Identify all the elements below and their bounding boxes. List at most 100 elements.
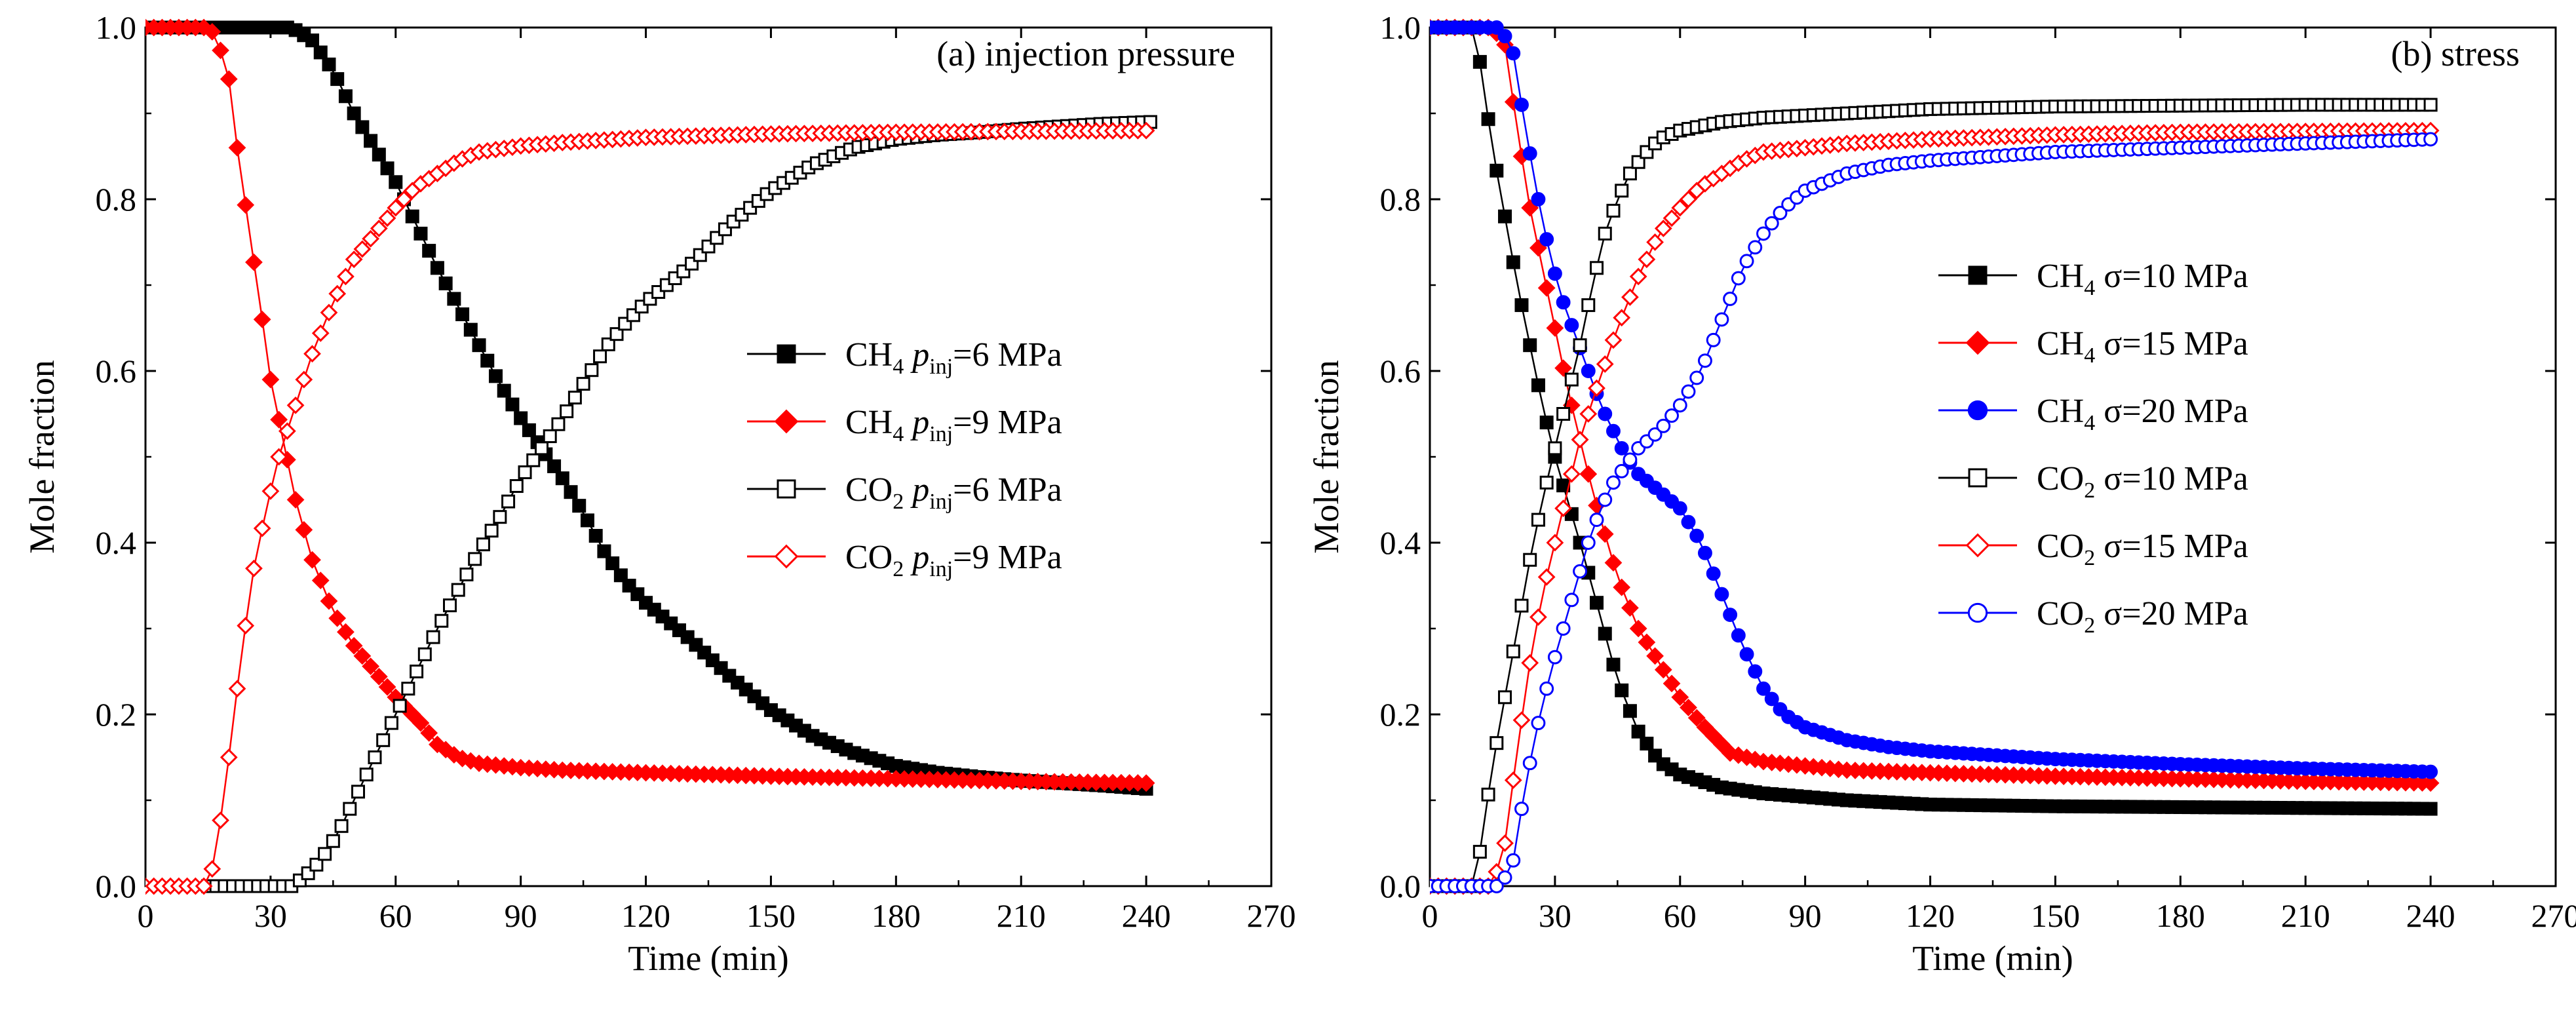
data-point	[1739, 647, 1754, 662]
y-tick-label: 1.0	[1380, 9, 1421, 46]
data-point	[1704, 727, 1723, 745]
data-point	[1646, 647, 1664, 665]
data-point	[534, 441, 548, 456]
legend-marker	[777, 479, 796, 499]
data-point	[1564, 592, 1579, 608]
legend-marker	[1968, 468, 1988, 488]
data-point	[395, 190, 413, 208]
data-point	[1506, 255, 1520, 269]
data-point	[1663, 209, 1681, 227]
data-point	[1731, 271, 1746, 286]
data-point	[376, 733, 391, 747]
data-point	[442, 598, 457, 613]
data-point	[286, 397, 305, 414]
data-point	[270, 410, 288, 429]
data-point	[1681, 384, 1696, 399]
data-point	[1546, 319, 1564, 337]
x-tick-label: 90	[505, 897, 537, 934]
data-point	[1638, 250, 1656, 269]
data-point	[1613, 578, 1631, 596]
data-point	[405, 209, 419, 223]
data-point	[1689, 370, 1704, 385]
data-point	[1623, 166, 1637, 181]
legend-label: CH4 pinj=6 MPa	[845, 336, 1062, 379]
data-point	[472, 338, 486, 353]
data-point	[2421, 774, 2440, 792]
data-point	[278, 422, 296, 440]
data-point	[1590, 596, 1604, 610]
data-point	[1564, 318, 1579, 333]
data-point	[1472, 845, 1487, 859]
data-point	[468, 552, 482, 566]
data-point	[2423, 802, 2438, 816]
data-point	[1672, 398, 1687, 413]
data-point	[459, 567, 474, 581]
data-point	[1623, 704, 1637, 718]
data-point	[1581, 535, 1596, 550]
data-point	[1654, 220, 1672, 237]
data-point	[303, 345, 321, 363]
data-point	[497, 383, 511, 398]
x-tick-label: 60	[1664, 897, 1697, 934]
panel-a: 0 30 60 90 120 150 180 210 240 270 0.0 0.2 0.4 0.6 0.8…	[22, 9, 1296, 978]
data-point	[389, 175, 403, 189]
data-point	[426, 630, 440, 644]
x-tick-label: 180	[872, 897, 921, 934]
legend-marker	[1968, 265, 1988, 285]
data-point	[1598, 406, 1613, 421]
data-point	[1631, 155, 1645, 169]
data-point	[1529, 608, 1547, 626]
data-point	[522, 423, 536, 437]
data-point	[1523, 553, 1537, 567]
panel-title: (b) stress	[2391, 34, 2520, 73]
data-point	[343, 802, 357, 816]
data-point	[613, 568, 628, 583]
data-point	[1696, 718, 1714, 737]
data-point	[509, 479, 524, 494]
data-point	[1546, 534, 1564, 552]
data-point	[597, 544, 611, 558]
y-tick-label: 0.0	[96, 868, 137, 904]
data-point	[1598, 226, 1612, 241]
data-point	[309, 857, 324, 872]
data-point	[368, 750, 382, 764]
data-point	[1531, 716, 1546, 731]
legend-label: CO2 σ=10 MPa	[2037, 460, 2248, 503]
data-point	[505, 397, 520, 412]
data-point	[330, 72, 345, 87]
data-point	[1604, 554, 1623, 572]
x-tick-label: 150	[746, 897, 796, 934]
data-point	[564, 485, 578, 499]
data-point	[2423, 98, 2438, 112]
data-point	[1573, 564, 1588, 579]
data-point	[1497, 29, 1512, 44]
data-point	[1671, 199, 1689, 217]
data-point	[305, 33, 320, 48]
data-point	[1672, 501, 1687, 516]
data-point	[1756, 226, 1771, 241]
legend-label: CO2 σ=20 MPa	[2037, 595, 2248, 638]
data-point	[413, 226, 428, 241]
y-axis-title: Mole fraction	[1307, 360, 1346, 553]
data-point	[1748, 240, 1763, 255]
data-point	[463, 322, 478, 337]
data-point	[212, 811, 229, 829]
data-point	[455, 307, 470, 322]
data-point	[378, 678, 396, 696]
data-point	[370, 667, 388, 686]
data-point	[417, 647, 432, 661]
data-point	[588, 529, 603, 543]
data-point	[1663, 674, 1681, 693]
data-point	[526, 453, 541, 467]
data-point	[220, 70, 238, 88]
data-point	[1606, 423, 1621, 438]
data-point	[1598, 627, 1612, 641]
data-point	[1638, 633, 1656, 651]
y-tick-label: 0.8	[1380, 181, 1421, 218]
data-point	[1539, 475, 1554, 490]
data-point	[270, 448, 288, 466]
data-point	[1506, 853, 1521, 868]
data-point	[1548, 441, 1562, 456]
data-point	[384, 716, 398, 730]
